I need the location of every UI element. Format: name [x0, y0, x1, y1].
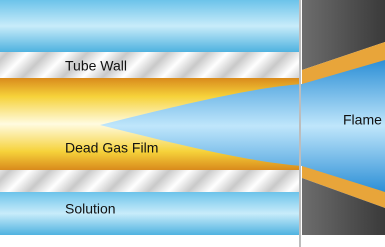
flame-label: Flame: [343, 112, 382, 128]
dead-gas-film-label: Dead Gas Film: [65, 140, 158, 156]
solution-label: Solution: [65, 201, 116, 217]
tube-wall-top: [0, 52, 300, 78]
solution-top: [0, 0, 300, 52]
solution-bottom: [0, 192, 300, 235]
tube-wall-label: Tube Wall: [65, 58, 127, 74]
diagram: Tube Wall Dead Gas Film Solution Flame: [0, 0, 385, 247]
tube-wall-bottom: [0, 170, 300, 192]
